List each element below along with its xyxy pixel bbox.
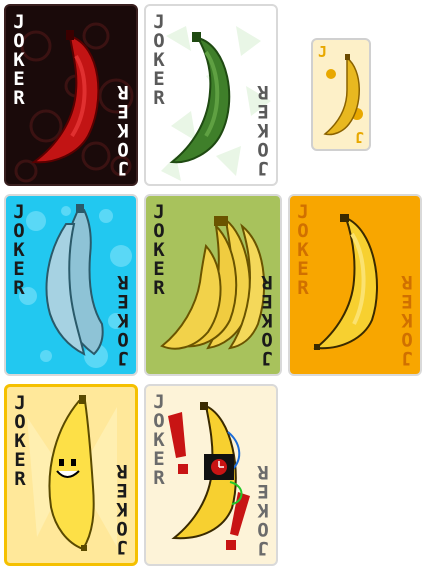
joker-card-bomb[interactable]: JOKER JOKER xyxy=(144,384,278,566)
card-label-bottom: JOKER xyxy=(255,82,271,177)
card-label-top: JOKER xyxy=(295,203,311,298)
joker-card-bunch[interactable]: JOKER JOKER xyxy=(144,194,282,376)
card-label-bottom: JOKER xyxy=(115,272,131,367)
card-label-bottom: JOKER xyxy=(399,272,415,367)
card-label-bottom: J xyxy=(355,129,364,144)
joker-card-small[interactable]: J J xyxy=(311,38,371,151)
joker-card-green[interactable]: JOKER JOKER xyxy=(144,4,278,186)
card-label-bottom: JOKER xyxy=(115,82,131,177)
card-label-bottom: JOKER xyxy=(259,272,275,367)
card-label-top: J xyxy=(318,45,327,60)
card-label-top: JOKER xyxy=(151,203,167,298)
card-label-top: JOKER xyxy=(12,394,28,489)
card-label-top: JOKER xyxy=(11,203,27,298)
card-label-top: JOKER xyxy=(151,13,167,108)
joker-card-orange[interactable]: JOKER JOKER xyxy=(288,194,422,376)
joker-card-red[interactable]: JOKER JOKER xyxy=(4,4,138,186)
exclamation-icon xyxy=(168,412,186,458)
card-label-bottom: JOKER xyxy=(114,461,130,556)
card-label-bottom: JOKER xyxy=(255,462,271,557)
joker-card-smiley[interactable]: JOKER JOKER xyxy=(4,384,138,566)
card-label-top: JOKER xyxy=(151,393,167,488)
card-label-top: JOKER xyxy=(11,13,27,108)
joker-card-blue[interactable]: JOKER JOKER xyxy=(4,194,138,376)
